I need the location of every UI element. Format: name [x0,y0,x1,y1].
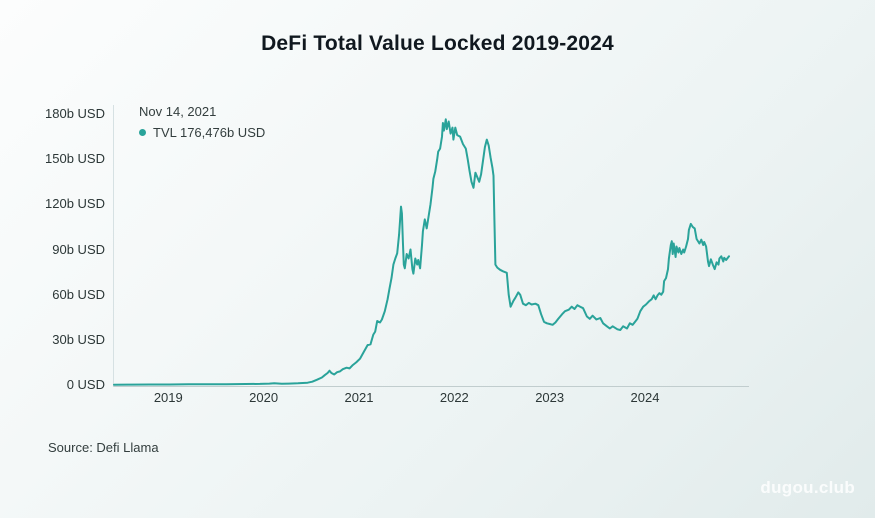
x-tick-label: 2022 [439,390,469,405]
y-tick-label: 30b USD [52,331,105,347]
y-tick-label: 180b USD [45,106,105,121]
chart-plot-area[interactable] [113,105,749,387]
x-tick-label: 2020 [249,390,279,405]
tooltip-series-row: TVL 176,476b USD [139,125,265,140]
y-tick-label: 60b USD [52,286,105,302]
y-tick-label: 120b USD [45,196,105,212]
tooltip: Nov 14, 2021 TVL 176,476b USD [139,104,265,140]
chart-title: DeFi Total Value Locked 2019-2024 [261,32,614,55]
series-dot-icon [139,129,146,136]
y-tick-label: 150b USD [45,151,105,167]
x-axis: 2019 2020 2021 2022 2023 2024 [113,390,748,410]
watermark: dugou.club [760,478,855,497]
tvl-line-chart [113,118,730,386]
x-tick-label: 2023 [535,390,565,405]
source-note: Source: Defi Llama [48,440,159,455]
y-tick-label: 0 USD [66,377,105,392]
y-tick-label: 90b USD [52,241,105,257]
x-tick-label: 2021 [344,390,374,405]
x-tick-label: 2024 [630,390,660,405]
x-tick-label: 2019 [153,390,183,405]
tooltip-value: TVL 176,476b USD [153,125,266,140]
y-axis: 180b USD 150b USD 120b USD 90b USD 60b USD 30… [0,105,105,392]
tooltip-date: Nov 14, 2021 [139,104,217,119]
tvl-line-series [113,118,730,386]
